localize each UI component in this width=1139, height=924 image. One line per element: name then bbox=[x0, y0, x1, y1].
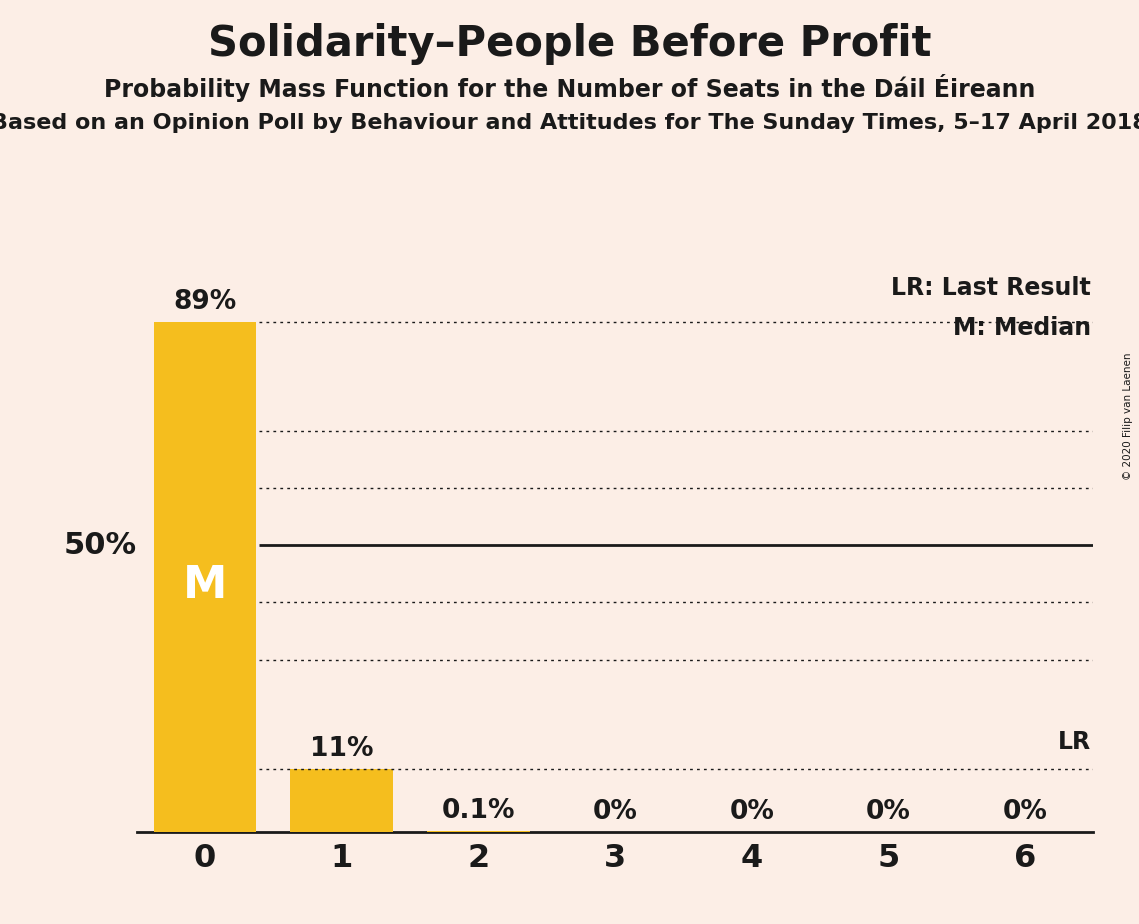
Text: 50%: 50% bbox=[64, 530, 137, 560]
Text: 0%: 0% bbox=[729, 798, 775, 825]
Text: M: M bbox=[183, 564, 227, 607]
Text: Probability Mass Function for the Number of Seats in the Dáil Éireann: Probability Mass Function for the Number… bbox=[104, 74, 1035, 102]
Text: M: Median: M: Median bbox=[952, 316, 1091, 340]
Text: 0%: 0% bbox=[1002, 798, 1048, 825]
Text: 0.1%: 0.1% bbox=[442, 798, 515, 824]
Text: 89%: 89% bbox=[173, 289, 237, 315]
Text: © 2020 Filip van Laenen: © 2020 Filip van Laenen bbox=[1123, 352, 1133, 480]
Text: 11%: 11% bbox=[310, 736, 374, 761]
Text: Based on an Opinion Poll by Behaviour and Attitudes for The Sunday Times, 5–17 A: Based on an Opinion Poll by Behaviour an… bbox=[0, 113, 1139, 133]
Text: LR: LR bbox=[1058, 730, 1091, 754]
Bar bbox=[154, 322, 256, 832]
Text: 0%: 0% bbox=[592, 798, 638, 825]
Text: LR: Last Result: LR: Last Result bbox=[891, 276, 1091, 300]
Bar bbox=[290, 769, 393, 832]
Text: Solidarity–People Before Profit: Solidarity–People Before Profit bbox=[207, 23, 932, 65]
Text: 0%: 0% bbox=[866, 798, 911, 825]
